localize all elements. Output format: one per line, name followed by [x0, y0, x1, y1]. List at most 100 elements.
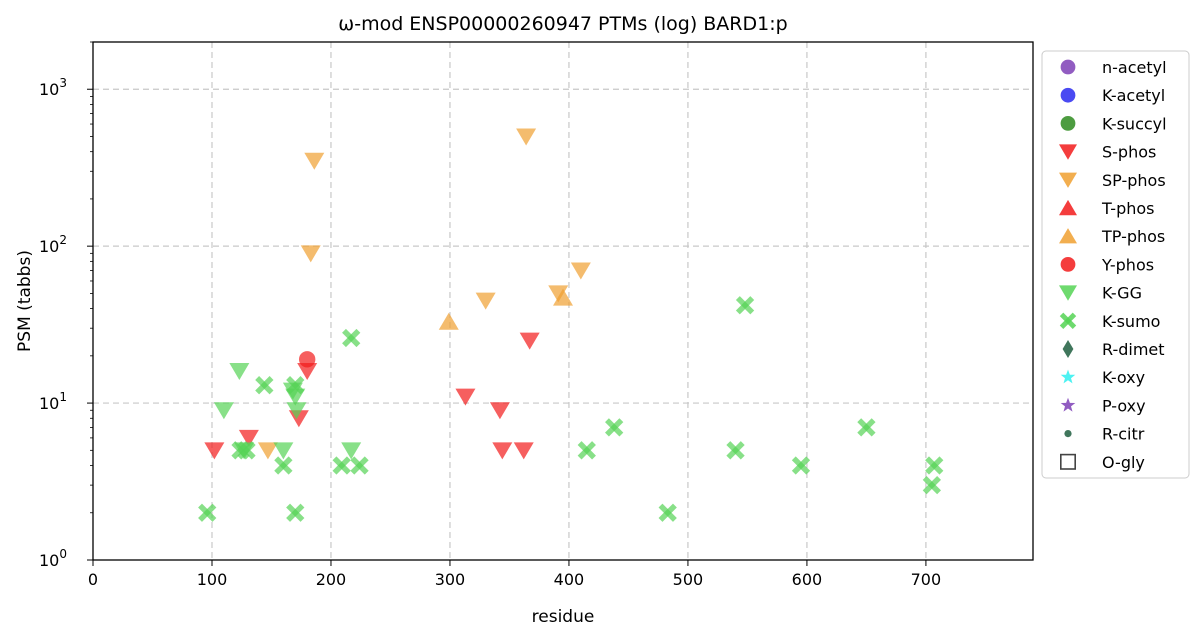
legend-marker: [1059, 228, 1077, 244]
data-point-s-phos: [519, 332, 540, 350]
data-point-s-phos: [238, 429, 259, 447]
data-point-k-sumo: [922, 475, 942, 495]
legend-marker: [1060, 116, 1076, 131]
legend-label: Y-phos: [1101, 255, 1154, 274]
y-tick-base: 10: [39, 80, 59, 99]
marker-stroke: [735, 296, 755, 315]
marker-stroke: [342, 328, 361, 348]
data-point-sp-phos: [570, 262, 591, 280]
y-tick-label: 101: [39, 390, 67, 413]
plot-frame: [92, 41, 1034, 561]
marker-stroke: [922, 475, 942, 495]
data-point-k-sumo: [857, 418, 876, 437]
legend-label: O-gly: [1102, 453, 1145, 472]
data-point-sp-phos: [475, 292, 496, 310]
legend-label: K-GG: [1102, 284, 1142, 303]
legend: n-acetyl K-acetyl K-succyl S-phos SP-phos T-p…: [1041, 50, 1190, 479]
marker-stroke: [791, 456, 811, 475]
data-point-k-sumo: [735, 296, 755, 315]
legend-marker: [1059, 199, 1077, 216]
y-tick-base: 10: [39, 237, 59, 256]
legend-marker: [1059, 172, 1077, 188]
data-point-k-gg: [286, 402, 307, 420]
data-points: [198, 128, 944, 522]
data-point-tp-phos: [438, 312, 459, 330]
marker-stroke: [274, 456, 293, 475]
x-tick-label: 600: [792, 570, 823, 589]
data-point-sp-phos: [516, 128, 537, 146]
data-point-k-sumo: [332, 456, 351, 475]
marker-stroke: [577, 441, 596, 460]
y-tick-base: 10: [39, 551, 59, 570]
data-point-k-sumo: [237, 441, 256, 460]
data-point-k-sumo: [658, 503, 677, 522]
marker-stroke: [286, 503, 305, 522]
legend-marker: [1060, 257, 1076, 272]
data-point-k-sumo: [274, 456, 293, 475]
legend-label: n-acetyl: [1102, 58, 1167, 77]
legend-label: P-oxy: [1102, 396, 1146, 415]
x-tick-label: 400: [554, 570, 585, 589]
data-point-sp-phos: [257, 442, 278, 460]
legend-marker: [1060, 87, 1076, 103]
legend-label: T-phos: [1101, 199, 1155, 218]
legend-frame: [1041, 50, 1190, 479]
marker-stroke: [286, 376, 305, 395]
x-tick-label: 200: [316, 570, 347, 589]
legend-marker: [1064, 430, 1072, 438]
data-point-s-phos: [455, 388, 476, 406]
legend-label: TP-phos: [1101, 227, 1165, 246]
y-tick-exponent: 1: [59, 390, 67, 404]
data-point-k-sumo: [286, 503, 305, 522]
legend-label: R-dimet: [1102, 340, 1165, 359]
marker-stroke: [350, 456, 369, 475]
x-tick-label: 500: [673, 570, 704, 589]
marker-stroke: [198, 503, 217, 522]
legend-label: S-phos: [1102, 143, 1156, 162]
marker-stroke: [255, 376, 274, 395]
data-point-s-phos: [204, 442, 225, 460]
x-axis-label: residue: [532, 607, 595, 627]
marker-stroke: [1059, 312, 1077, 330]
data-point-s-phos: [513, 442, 534, 460]
data-point-k-sumo: [605, 418, 624, 437]
data-point-k-sumo: [726, 441, 745, 460]
marker-stroke: [925, 456, 944, 475]
y-tick-label: 102: [39, 233, 67, 256]
x-tick-label: 100: [197, 570, 228, 589]
legend-label: K-acetyl: [1102, 86, 1165, 105]
legend-label: R-citr: [1102, 425, 1145, 444]
x-axis: 0 100 200 300 400 500 600 700: [88, 560, 941, 589]
marker-stroke: [237, 441, 256, 460]
y-tick-exponent: 3: [59, 76, 67, 90]
x-tick-label: 300: [435, 570, 466, 589]
data-point-sp-phos: [300, 245, 321, 263]
data-point-tp-phos: [553, 288, 573, 306]
data-point-k-sumo: [198, 503, 217, 522]
data-point-k-sumo: [791, 456, 811, 475]
data-point-k-sumo: [350, 456, 369, 475]
legend-marker: [1060, 453, 1077, 470]
y-tick-exponent: 0: [59, 547, 67, 561]
data-point-k-sumo: [925, 456, 944, 475]
y-tick-label: 103: [39, 76, 67, 99]
data-point-k-sumo: [342, 328, 361, 348]
legend-marker: [1059, 312, 1077, 330]
legend-label: K-oxy: [1102, 368, 1145, 387]
y-axis-label: PSM (tabbs): [15, 250, 35, 352]
marker-stroke: [658, 503, 677, 522]
legend-marker: [1059, 144, 1077, 160]
legend-label: SP-phos: [1102, 171, 1166, 190]
legend-marker: [1062, 340, 1074, 358]
marker-stroke: [332, 456, 351, 475]
data-point-k-sumo: [255, 376, 274, 395]
data-point-s-phos: [492, 442, 513, 460]
legend-marker: [1059, 285, 1077, 301]
data-point-y-phos: [298, 351, 316, 368]
legend-marker: [1060, 59, 1076, 75]
data-point-k-gg: [213, 402, 234, 420]
x-tick-label: 0: [88, 570, 98, 589]
legend-label: K-succyl: [1102, 114, 1167, 133]
